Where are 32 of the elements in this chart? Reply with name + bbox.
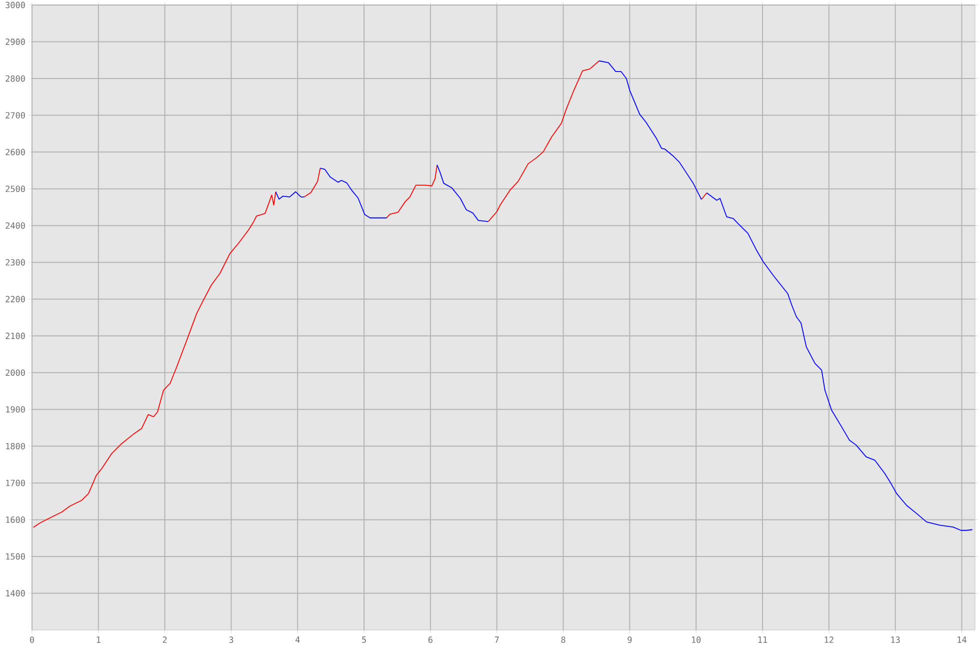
x-tick-label: 8 xyxy=(561,636,566,643)
x-tick-label: 11 xyxy=(758,636,768,643)
y-tick-label: 2400 xyxy=(6,222,25,229)
x-tick-label: 2 xyxy=(162,636,167,643)
x-tick-label: 9 xyxy=(628,636,632,643)
x-tick-label: 4 xyxy=(296,636,300,643)
x-tick-label: 0 xyxy=(30,636,34,643)
y-tick-label: 1700 xyxy=(6,480,25,486)
x-tick-label: 1 xyxy=(96,636,100,643)
x-tick-label: 10 xyxy=(692,636,701,643)
y-tick-label: 1900 xyxy=(6,406,25,413)
y-tick-label: 1500 xyxy=(6,553,25,560)
y-tick-label: 2100 xyxy=(6,332,25,340)
y-tick-label: 1600 xyxy=(6,516,25,523)
y-tick-label: 3000 xyxy=(6,2,25,8)
y-tick-label: 1400 xyxy=(6,590,25,596)
y-tick-label: 2500 xyxy=(6,186,25,192)
y-tick-label: 2800 xyxy=(6,75,25,82)
y-tick-label: 2300 xyxy=(6,259,25,266)
y-tick-label: 2700 xyxy=(6,112,25,118)
x-tick-label: 6 xyxy=(428,636,432,643)
x-tick-label: 12 xyxy=(824,636,834,643)
y-tick-label: 1800 xyxy=(6,442,25,450)
x-tick-label: 3 xyxy=(229,636,234,643)
x-tick-label: 5 xyxy=(362,636,366,643)
x-tick-label: 7 xyxy=(494,636,499,643)
y-tick-label: 2200 xyxy=(6,296,25,302)
y-tick-label: 2000 xyxy=(6,369,25,376)
y-tick-label: 2600 xyxy=(6,148,25,156)
x-tick-label: 14 xyxy=(958,636,966,643)
y-tick-label: 2900 xyxy=(6,38,25,45)
x-tick-label: 13 xyxy=(891,636,900,643)
